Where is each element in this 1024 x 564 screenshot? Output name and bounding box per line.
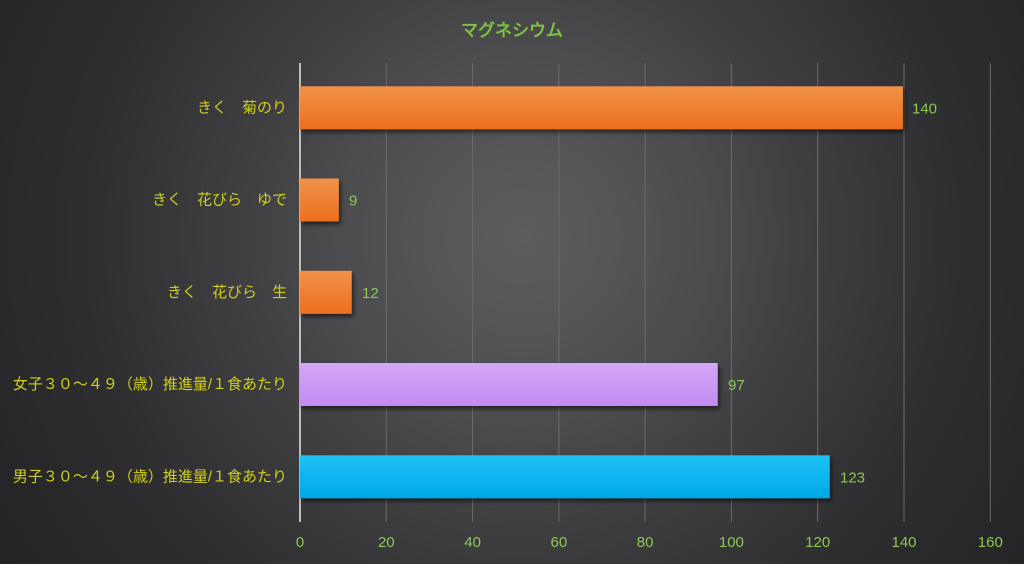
svg-text:97: 97	[728, 377, 745, 394]
svg-text:きく 花びら ゆで: きく 花びら ゆで	[152, 192, 287, 209]
svg-text:140: 140	[912, 100, 937, 117]
svg-text:80: 80	[637, 534, 654, 551]
svg-text:9: 9	[349, 193, 357, 210]
svg-text:0: 0	[296, 534, 304, 551]
svg-text:60: 60	[551, 534, 568, 551]
svg-text:120: 120	[805, 534, 830, 551]
svg-text:123: 123	[840, 469, 865, 486]
svg-text:40: 40	[464, 534, 481, 551]
svg-text:女子３０～４９（歳）推進量/１食あたり: 女子３０～４９（歳）推進量/１食あたり	[13, 375, 287, 393]
svg-text:160: 160	[978, 534, 1003, 551]
svg-text:12: 12	[362, 285, 379, 302]
svg-text:きく 花びら 生: きく 花びら 生	[167, 284, 287, 301]
svg-text:20: 20	[378, 534, 395, 551]
svg-text:100: 100	[719, 534, 744, 551]
svg-text:きく 菊のり: きく 菊のり	[197, 99, 287, 116]
svg-text:140: 140	[891, 534, 916, 551]
svg-text:男子３０～４９（歳）推進量/１食あたり: 男子３０～４９（歳）推進量/１食あたり	[13, 468, 287, 485]
